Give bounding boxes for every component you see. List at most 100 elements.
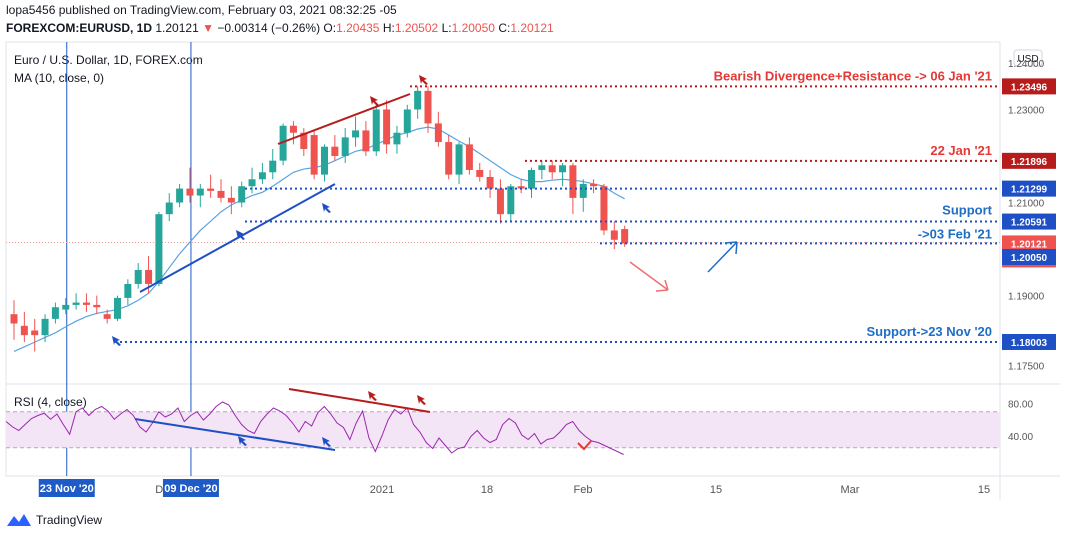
price-tick-label: 1.19000	[1008, 292, 1045, 303]
tradingview-logo[interactable]: TradingView	[6, 513, 102, 527]
candle	[10, 300, 18, 340]
price-tick-label: 1.20000	[1008, 245, 1045, 256]
candle	[31, 318, 39, 352]
candle-body	[341, 137, 349, 156]
candle	[93, 295, 101, 315]
candle	[372, 104, 380, 156]
candle-body	[114, 297, 121, 319]
candle-body	[186, 188, 194, 196]
low-tag	[1002, 248, 1056, 265]
candle-body	[507, 186, 515, 215]
time-tick-label: 15	[710, 484, 722, 496]
candle	[155, 211, 163, 287]
candle-body	[269, 160, 277, 173]
candle-body	[538, 165, 546, 170]
candle	[590, 179, 598, 194]
high-value: 1.20502	[394, 21, 439, 35]
candle	[621, 225, 629, 247]
countdown-tag	[1002, 251, 1056, 268]
time-tick-label: Dec	[155, 484, 175, 496]
candle	[114, 295, 121, 322]
rsi-legend: RSI (4, close)	[14, 395, 87, 409]
candle-body	[258, 172, 266, 180]
level-tag-label: 1.18003	[1011, 338, 1048, 349]
candle	[331, 135, 339, 161]
pointer-icon	[322, 203, 331, 213]
candle-body	[31, 330, 39, 336]
level-tag	[1002, 152, 1056, 169]
candle	[310, 130, 318, 180]
pointer-icon	[112, 336, 121, 346]
chart-border	[5, 41, 1001, 477]
candle-body	[165, 202, 173, 215]
price-tick-label: 1.23000	[1008, 105, 1045, 116]
annotation-bearish: Bearish Divergence+Resistance -> 06 Jan …	[714, 68, 992, 83]
candle	[217, 179, 225, 203]
annotation-feb3: ->03 Feb '21	[918, 226, 992, 241]
candle	[569, 162, 577, 215]
candle-body	[145, 270, 153, 284]
candle	[455, 142, 463, 184]
candle-body	[227, 197, 235, 203]
bearish-arrow	[629, 261, 669, 292]
candle	[496, 179, 504, 224]
pointer-icon	[238, 436, 247, 446]
candle	[465, 137, 473, 175]
currency-button	[1013, 49, 1043, 67]
bullish-arrow	[707, 241, 738, 273]
candle-body	[51, 307, 59, 319]
publisher-line: lopa5456 published on TradingView.com, F…	[6, 3, 397, 17]
rsi-blue-trendline	[134, 418, 336, 451]
candle	[258, 162, 266, 184]
candle-body	[393, 132, 401, 145]
down-arrow-icon: ▼	[202, 21, 214, 35]
rsi-band	[6, 411, 1000, 448]
candle	[341, 128, 349, 163]
candle	[300, 128, 308, 156]
support-trendline	[139, 183, 336, 293]
time-tick-label: 2021	[370, 484, 394, 496]
level-tag-label: 1.20591	[1011, 218, 1048, 229]
pointer-icon	[370, 96, 379, 106]
candle-body	[62, 304, 70, 310]
candle-body	[352, 130, 360, 138]
brand-label: TradingView	[36, 513, 103, 527]
time-tick-label: Feb	[574, 484, 593, 496]
low-tag-label: 1.20050	[1011, 253, 1048, 264]
candle-body	[434, 123, 442, 143]
candle	[507, 183, 515, 222]
level-tag	[1002, 333, 1056, 350]
date-tag	[38, 479, 95, 497]
candle-body	[383, 109, 391, 145]
candle-body	[103, 314, 111, 319]
rsi-red-trendline	[288, 388, 431, 413]
candle-body	[610, 230, 618, 240]
candle-body	[590, 183, 598, 187]
candle-body	[20, 325, 28, 336]
candle-body	[424, 90, 432, 124]
candle-body	[321, 146, 328, 175]
candle	[279, 123, 287, 166]
level-tag-label: 1.21299	[1011, 185, 1048, 196]
pointer-icon	[322, 437, 331, 447]
candle	[352, 116, 360, 147]
symbol-ohlc-line: FOREXCOM:EURUSD, 1D 1.20121 ▼ −0.00314 (…	[6, 21, 554, 35]
annotation-nov23: Support->23 Nov '20	[866, 324, 992, 339]
candle	[41, 314, 49, 343]
candle	[72, 293, 80, 310]
candle	[207, 174, 215, 198]
candle-body	[300, 132, 308, 150]
price-tick-label: 1.22000	[1008, 152, 1045, 163]
rsi-tick-label: 40.00	[1008, 432, 1033, 443]
tradingview-icon	[7, 514, 31, 526]
check-icon	[577, 440, 592, 451]
candle	[269, 149, 277, 180]
candle	[145, 256, 153, 294]
candle	[176, 183, 184, 208]
candle-body	[176, 188, 184, 203]
pointer-icon	[368, 391, 377, 401]
candle-body	[403, 109, 411, 133]
candle	[196, 183, 204, 208]
candle-body	[217, 190, 225, 198]
